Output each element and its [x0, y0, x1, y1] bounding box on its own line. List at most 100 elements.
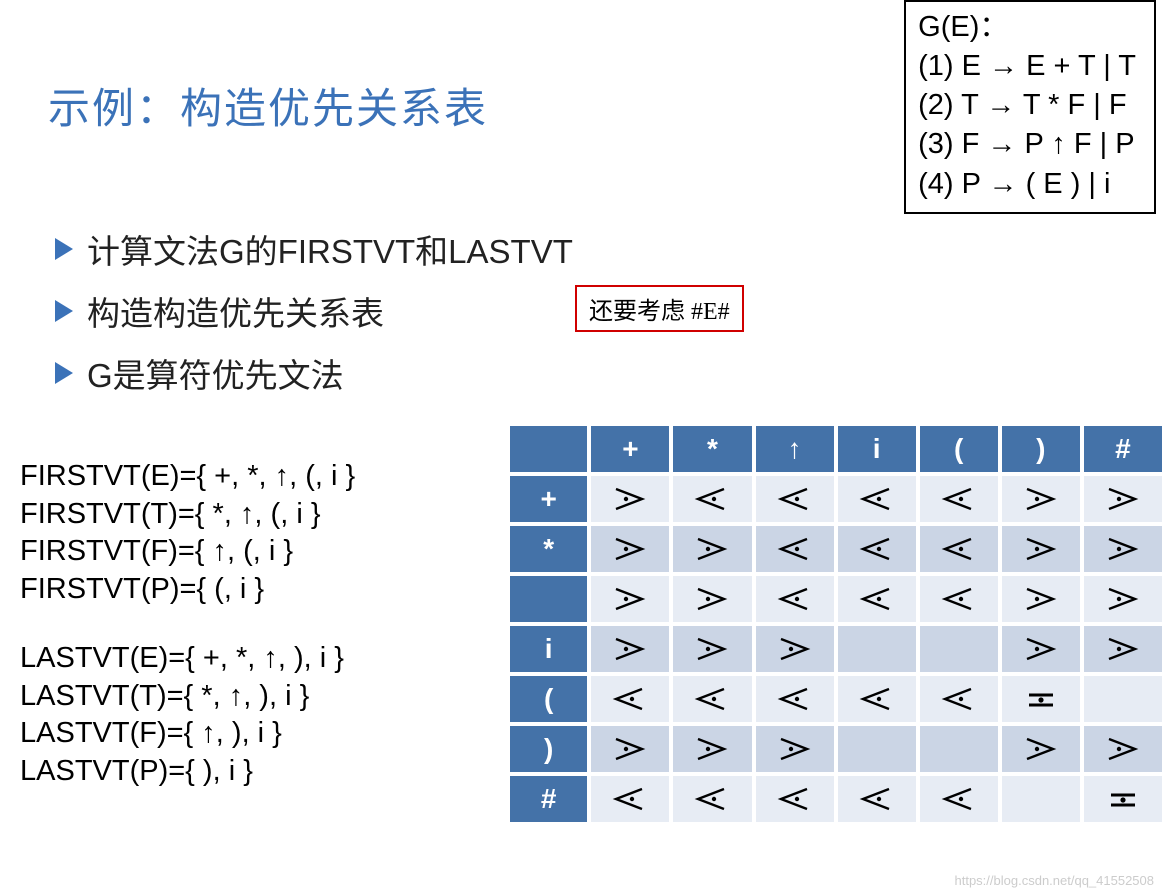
lt-dot-icon	[855, 584, 899, 614]
lt-dot-icon	[690, 784, 734, 814]
table-row-header: i	[510, 626, 587, 672]
table-cell	[756, 576, 834, 622]
table-cell	[591, 626, 669, 672]
lastvt-line: LASTVT(T)={ *, ↑, ), i }	[20, 678, 344, 716]
table-cell	[838, 626, 916, 672]
table-row: i	[510, 626, 1162, 672]
lt-dot-icon	[855, 684, 899, 714]
grammar-definition-box: G(E)： (1) E → E + T | T (2) T → T * F | …	[904, 0, 1156, 214]
table-cell	[1002, 776, 1080, 822]
bullet-triangle-icon	[55, 362, 73, 384]
lastvt-line: LASTVT(P)={ ), i }	[20, 753, 344, 791]
lt-dot-icon	[855, 534, 899, 564]
table-cell	[591, 576, 669, 622]
table-cell	[1084, 576, 1162, 622]
table-row-header: #	[510, 776, 587, 822]
grammar-rule-2: (2) T → T * F | F	[918, 86, 1136, 125]
gt-dot-icon	[608, 734, 652, 764]
table-cell	[673, 526, 751, 572]
grammar-header: G(E)：	[918, 8, 1136, 47]
lt-dot-icon	[937, 534, 981, 564]
watermark-text: https://blog.csdn.net/qq_41552508	[955, 873, 1155, 888]
gt-dot-icon	[1101, 584, 1145, 614]
lt-dot-icon	[855, 484, 899, 514]
bullet-list: 计算文法G的FIRSTVT和LASTVT 构造构造优先关系表 G是算符优先文法	[55, 225, 573, 411]
table-cell	[591, 726, 669, 772]
gt-dot-icon	[1019, 734, 1063, 764]
lt-dot-icon	[773, 684, 817, 714]
table-cell	[756, 626, 834, 672]
lt-dot-icon	[608, 684, 652, 714]
bullet-item: G是算符优先文法	[55, 349, 573, 397]
lt-dot-icon	[937, 684, 981, 714]
gt-dot-icon	[1101, 534, 1145, 564]
bullet-triangle-icon	[55, 300, 73, 322]
table-cell	[1002, 476, 1080, 522]
firstvt-line: FIRSTVT(E)={ +, *, ↑, (, i }	[20, 458, 355, 496]
table-cell	[1002, 726, 1080, 772]
table-row-header: )	[510, 726, 587, 772]
table-cell	[920, 676, 998, 722]
table-row-header	[510, 576, 587, 622]
lastvt-line: LASTVT(E)={ +, *, ↑, ), i }	[20, 640, 344, 678]
gt-dot-icon	[690, 584, 734, 614]
precedence-table-element: +*↑i()#+*i()#	[506, 422, 1166, 826]
gt-dot-icon	[608, 584, 652, 614]
table-cell	[838, 776, 916, 822]
table-cell	[1084, 726, 1162, 772]
bullet-triangle-icon	[55, 238, 73, 260]
table-cell	[1084, 526, 1162, 572]
gt-dot-icon	[690, 634, 734, 664]
table-cell	[673, 626, 751, 672]
firstvt-sets: FIRSTVT(E)={ +, *, ↑, (, i } FIRSTVT(T)=…	[20, 458, 355, 609]
lt-dot-icon	[773, 784, 817, 814]
table-row: #	[510, 776, 1162, 822]
table-col-header: ↑	[756, 426, 834, 472]
gt-dot-icon	[1019, 484, 1063, 514]
table-cell	[756, 726, 834, 772]
table-cell	[756, 676, 834, 722]
table-row: (	[510, 676, 1162, 722]
eq-dot-icon	[1019, 684, 1063, 714]
lt-dot-icon	[937, 584, 981, 614]
grammar-rule-4: (4) P → ( E ) | i	[918, 165, 1136, 204]
gt-dot-icon	[1101, 734, 1145, 764]
grammar-rule-1: (1) E → E + T | T	[918, 47, 1136, 86]
table-col-header: (	[920, 426, 998, 472]
firstvt-line: FIRSTVT(T)={ *, ↑, (, i }	[20, 496, 355, 534]
table-cell	[673, 676, 751, 722]
table-cell	[591, 476, 669, 522]
table-cell	[838, 676, 916, 722]
slide-title: 示例：构造优先关系表	[48, 75, 488, 136]
table-cell	[838, 576, 916, 622]
table-col-header: #	[1084, 426, 1162, 472]
table-cell	[591, 776, 669, 822]
table-cell	[673, 776, 751, 822]
table-col-header: *	[673, 426, 751, 472]
gt-dot-icon	[773, 734, 817, 764]
grammar-rule-3: (3) F → P ↑ F | P	[918, 125, 1136, 164]
table-cell	[1002, 526, 1080, 572]
gt-dot-icon	[1019, 534, 1063, 564]
precedence-table: +*↑i()#+*i()#	[506, 422, 1166, 826]
table-cell	[1084, 676, 1162, 722]
firstvt-line: FIRSTVT(F)={ ↑, (, i }	[20, 533, 355, 571]
table-row: *	[510, 526, 1162, 572]
table-cell	[920, 726, 998, 772]
gt-dot-icon	[608, 484, 652, 514]
lt-dot-icon	[855, 784, 899, 814]
table-col-header: +	[591, 426, 669, 472]
lt-dot-icon	[690, 484, 734, 514]
bullet-text: G是算符优先文法	[87, 349, 344, 397]
lt-dot-icon	[773, 484, 817, 514]
table-cell	[920, 476, 998, 522]
firstvt-line: FIRSTVT(P)={ (, i }	[20, 571, 355, 609]
annotation-note: 还要考虑 #E#	[575, 285, 744, 332]
table-col-header	[510, 426, 587, 472]
table-cell	[920, 576, 998, 622]
gt-dot-icon	[1101, 484, 1145, 514]
table-cell	[920, 626, 998, 672]
lt-dot-icon	[773, 584, 817, 614]
gt-dot-icon	[1019, 634, 1063, 664]
table-cell	[920, 526, 998, 572]
